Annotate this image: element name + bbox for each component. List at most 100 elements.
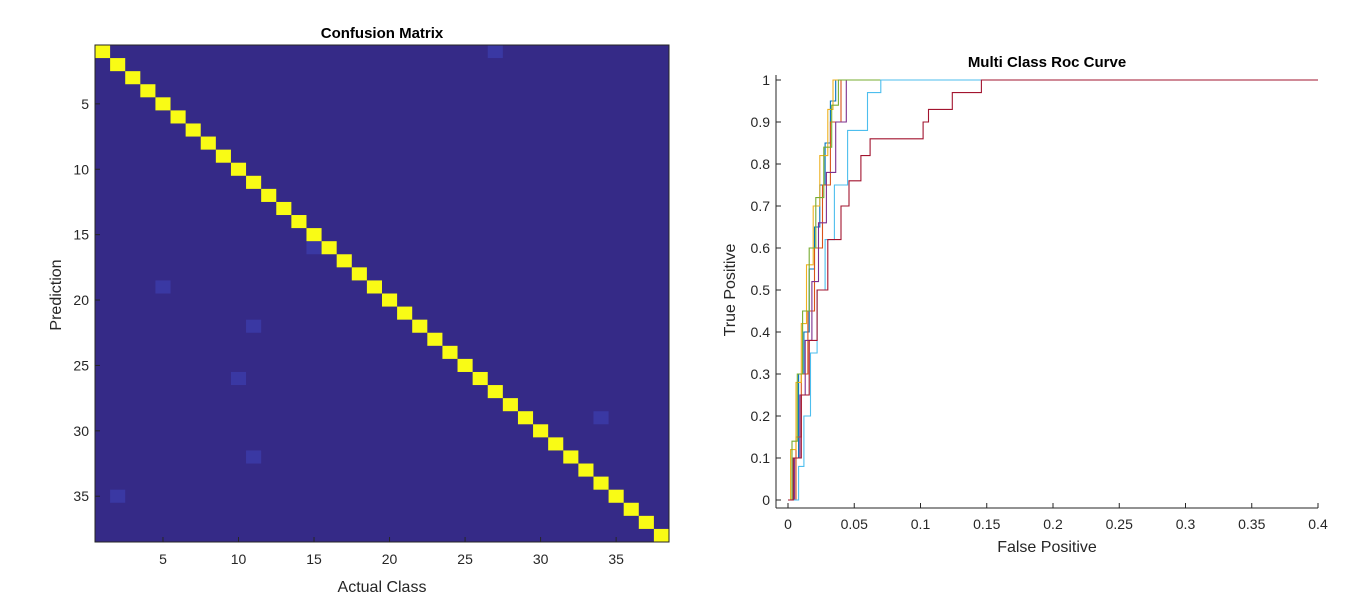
diagonal-cell [276,201,292,216]
diagonal-cell [593,476,609,490]
diagonal-cell [533,424,549,438]
roc-series-line [788,79,1318,501]
off-diagonal-cell [230,371,247,386]
roc-series-line [788,79,1318,501]
confusion-matrix-panel: Confusion Matrix 5 10 15 20 25 30 35 5 10 15 20 25… [48,25,670,596]
x-tick-label: 5 [159,551,167,567]
diagonal-cell [306,228,322,242]
confusion-matrix-cells [95,45,669,542]
y-tick-label: 0 [762,492,770,508]
off-diagonal-cell [246,319,262,333]
x-tick-label: 20 [382,551,398,567]
diagonal-cell [351,267,367,281]
confusion-matrix-x-ticks: 5 10 15 20 25 30 35 [159,537,624,567]
roc-curve-lines [788,79,1318,501]
diagonal-cell [336,254,352,268]
roc-series-line [788,79,1318,501]
y-tick-label: 20 [73,292,89,308]
confusion-matrix-xlabel: Actual Class [338,579,427,596]
y-tick-label: 0.8 [751,156,771,172]
diagonal-cell [125,71,141,85]
diagonal-cell [457,358,473,372]
diagonal-cell [548,437,564,451]
diagonal-cell [427,332,443,346]
confusion-matrix-ylabel: Prediction [48,259,65,330]
roc-series-line [788,79,1318,501]
x-tick-label: 30 [533,551,549,567]
off-diagonal-cell [306,241,322,255]
diagonal-cell [472,371,488,386]
roc-y-ticks: 0 0.1 0.2 0.3 0.4 0.5 0.6 0.7 0.8 0.9 1 [751,72,781,508]
x-tick-label: 0.3 [1176,516,1196,532]
roc-ylabel: True Positive [722,244,739,337]
x-tick-label: 0.4 [1308,516,1328,532]
diagonal-cell [517,411,534,425]
x-tick-label: 25 [457,551,473,567]
x-tick-label: 0 [784,516,792,532]
diagonal-cell [382,293,398,307]
diagonal-cell [291,215,307,229]
x-tick-label: 0.35 [1238,516,1265,532]
diagonal-cell [608,489,624,503]
x-tick-label: 0.25 [1106,516,1133,532]
x-tick-label: 10 [231,551,247,567]
y-tick-label: 10 [73,161,89,177]
confusion-matrix-title: Confusion Matrix [321,25,444,42]
diagonal-cell [578,463,594,477]
diagonal-cell [185,123,201,137]
y-tick-label: 0.6 [751,240,771,256]
y-tick-label: 0.7 [751,198,771,214]
diagonal-cell [502,398,518,412]
diagonal-cell [261,188,277,202]
diagonal-cell [246,175,262,189]
diagonal-cell [230,162,247,176]
roc-series-line [788,79,1318,501]
y-tick-label: 0.5 [751,282,771,298]
off-diagonal-cell [487,45,503,59]
diagonal-cell [215,149,231,163]
roc-x-ticks: 0 0.05 0.1 0.15 0.2 0.25 0.3 0.35 0.4 [784,503,1328,532]
diagonal-cell [200,136,216,150]
y-tick-label: 0.1 [751,450,771,466]
diagonal-cell [638,515,654,529]
off-diagonal-cell [110,489,126,503]
diagonal-cell [155,97,171,111]
diagonal-cell [487,385,503,399]
x-tick-label: 0.05 [841,516,868,532]
x-tick-label: 0.15 [973,516,1000,532]
diagonal-cell [412,319,428,333]
y-tick-label: 35 [73,488,89,504]
diagonal-cell [170,110,186,124]
x-tick-label: 15 [306,551,322,567]
diagonal-cell [653,528,669,542]
roc-xlabel: False Positive [997,539,1097,556]
off-diagonal-cell [593,411,609,425]
confusion-matrix-y-ticks: 5 10 15 20 25 30 35 [73,96,100,504]
y-tick-label: 0.4 [751,324,771,340]
diagonal-cell [95,45,111,59]
y-tick-label: 25 [73,357,89,373]
roc-curve-title: Multi Class Roc Curve [968,54,1126,71]
roc-curve-panel: Multi Class Roc Curve 0 0.05 0.1 0.15 0.2 0.2… [722,54,1328,556]
diagonal-cell [442,345,458,359]
roc-series-line [788,79,1318,501]
diagonal-cell [321,241,337,255]
x-tick-label: 35 [608,551,624,567]
x-tick-label: 0.2 [1043,516,1063,532]
diagonal-cell [623,502,639,516]
y-tick-label: 15 [73,227,89,243]
diagonal-cell [110,58,126,72]
x-tick-label: 0.1 [911,516,931,532]
y-tick-label: 0.3 [751,366,771,382]
roc-axes [775,75,1318,509]
y-tick-label: 5 [81,96,89,112]
diagonal-cell [140,84,156,98]
off-diagonal-cell [246,450,262,464]
y-tick-label: 0.2 [751,408,771,424]
roc-series-line [788,79,1318,501]
off-diagonal-cell [155,280,171,294]
diagonal-cell [397,306,413,320]
y-tick-label: 1 [762,72,770,88]
diagonal-cell [366,280,382,294]
